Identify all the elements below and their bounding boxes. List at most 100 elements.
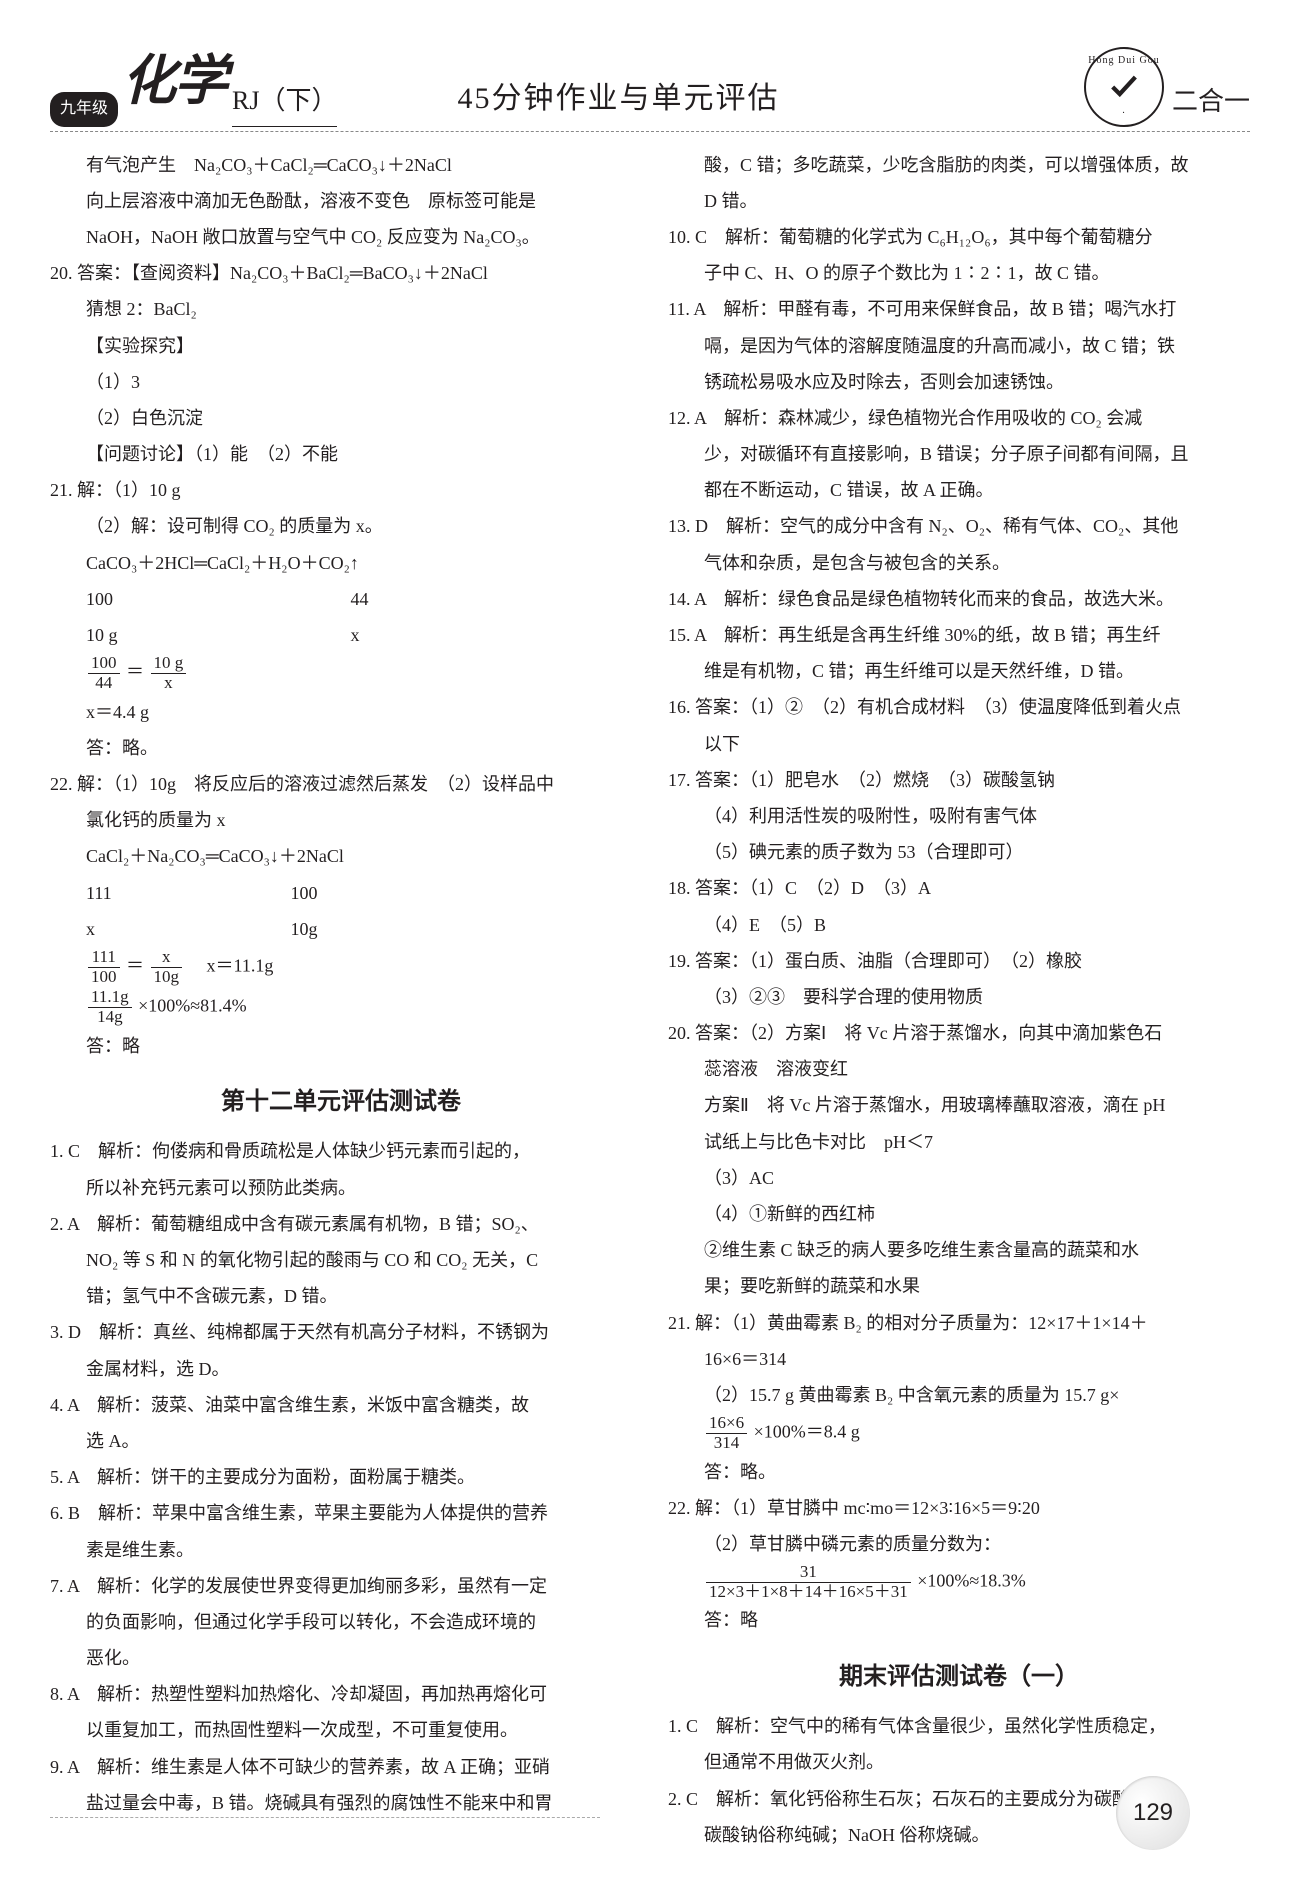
equation-row: 111 100: [50, 876, 632, 910]
text-line: 金属材料，选 D。: [50, 1352, 632, 1386]
footer-dotline: [50, 1817, 600, 1818]
text-line: 13. D 解析：空气的成分中含有 N₂、O₂、稀有气体、CO₂、其他: [668, 509, 1250, 543]
text-line: 的负面影响，但通过化学手段可以转化，不会造成环境的: [50, 1605, 632, 1639]
text-line: 12. A 解析：森林减少，绿色植物光合作用吸收的 CO₂ 会减: [668, 401, 1250, 435]
eq-left: 111: [86, 876, 286, 910]
eq-sign: ＝: [126, 955, 144, 975]
eq-post: x＝11.1g: [189, 955, 274, 975]
text-line: 7. A 解析：化学的发展使世界变得更加绚丽多彩，虽然有一定: [50, 1569, 632, 1603]
text-line: 19. 答案：（1）蛋白质、油脂（合理即可） （2）橡胶: [668, 944, 1250, 978]
text-line: （1）3: [50, 365, 632, 399]
text-line: 错；氢气中不含碳元素，D 错。: [50, 1279, 632, 1313]
text-line: 答：略。: [668, 1455, 1250, 1489]
text-line: x＝4.4 g: [50, 695, 632, 729]
text-line: 以重复加工，而热固性塑料一次成型，不可重复使用。: [50, 1713, 632, 1747]
fraction-line: 10044 ＝ 10 gx: [50, 654, 632, 692]
text-line: 1. C 解析：佝偻病和骨质疏松是人体缺少钙元素而引起的，: [50, 1134, 632, 1168]
text-line: 16×6＝314: [668, 1342, 1250, 1376]
text-line: 嗝，是因为气体的溶解度随温度的升高而减小，故 C 错；铁: [668, 329, 1250, 363]
eq-right: x: [351, 625, 360, 645]
fraction: 3112×3＋1×8＋14＋16×5＋31: [706, 1563, 911, 1601]
stamp-logo: Hong Dui Gou ·: [1084, 47, 1164, 127]
eq-post: ×100%≈81.4%: [138, 996, 247, 1016]
text-line: 维是有机物，C 错；再生纤维可以是天然纤维，D 错。: [668, 654, 1250, 688]
text-line: D 错。: [668, 184, 1250, 218]
text-line: 11. A 解析：甲醛有毒，不可用来保鲜食品，故 B 错；喝汽水打: [668, 292, 1250, 326]
fraction: x10g: [151, 948, 183, 986]
text-line: 猜想 2：BaCl₂: [50, 292, 632, 326]
text-line: 方案Ⅱ 将 Vc 片溶于蒸馏水，用玻璃棒蘸取溶液，滴在 pH: [668, 1088, 1250, 1122]
text-line: （2）草甘膦中磷元素的质量分数为：: [668, 1527, 1250, 1561]
equation-row: 10 g x: [50, 618, 632, 652]
text-line: 5. A 解析：饼干的主要成分为面粉，面粉属于糖类。: [50, 1460, 632, 1494]
text-line: （2）15.7 g 黄曲霉素 B₂ 中含氧元素的质量为 15.7 g×: [668, 1378, 1250, 1412]
text-line: 21. 解：（1）10 g: [50, 473, 632, 507]
fraction: 10 gx: [151, 654, 187, 692]
grade-badge: 九年级: [50, 92, 118, 126]
text-line: （2）白色沉淀: [50, 401, 632, 435]
fraction: 111100: [88, 948, 120, 986]
eq-right: 10g: [291, 919, 318, 939]
text-line: 锈疏松易吸水应及时除去，否则会加速锈蚀。: [668, 365, 1250, 399]
fraction: 16×6314: [706, 1414, 747, 1452]
text-line: 答：略。: [50, 731, 632, 765]
eq-post: ×100%≈18.3%: [917, 1570, 1026, 1590]
eq-post: ×100%＝8.4 g: [754, 1421, 860, 1441]
edition-label: RJ（下）: [232, 76, 337, 126]
text-line: NO₂ 等 S 和 N 的氧化物引起的酸雨与 CO 和 CO₂ 无关，C: [50, 1243, 632, 1277]
stamp-top-text: Hong Dui Gou: [1088, 51, 1159, 70]
book-title: 45分钟作业与单元评估: [457, 70, 779, 127]
text-line: 气体和杂质，是包含与被包含的关系。: [668, 546, 1250, 580]
text-line: 都在不断运动，C 错误，故 A 正确。: [668, 473, 1250, 507]
text-line: 蕊溶液 溶液变红: [668, 1052, 1250, 1086]
text-line: 9. A 解析：维生素是人体不可缺少的营养素，故 A 正确；亚硝: [50, 1750, 632, 1784]
page-number: 129: [1116, 1776, 1190, 1850]
text-line: 6. B 解析：苹果中富含维生素，苹果主要能为人体提供的营养: [50, 1496, 632, 1530]
stamp-bottom-text: ·: [1122, 104, 1126, 123]
text-line: （4）E （5）B: [668, 908, 1250, 942]
page-header: 九年级 化学 RJ（下） 45分钟作业与单元评估 Hong Dui Gou · …: [50, 30, 1250, 132]
eq-sign: ＝: [126, 662, 144, 682]
text-line: 14. A 解析：绿色食品是绿色植物转化而来的食品，故选大米。: [668, 582, 1250, 616]
text-line: 所以补充钙元素可以预防此类病。: [50, 1171, 632, 1205]
content-columns: 有气泡产生 Na₂CO₃＋CaCl₂═CaCO₃↓＋2NaCl 向上层溶液中滴加…: [50, 148, 1250, 1854]
text-line: 氯化钙的质量为 x: [50, 803, 632, 837]
text-line: （4）①新鲜的西红柿: [668, 1197, 1250, 1231]
section-title-final: 期末评估测试卷（一）: [668, 1654, 1250, 1700]
text-line: 果；要吃新鲜的蔬菜和水果: [668, 1269, 1250, 1303]
text-line: 8. A 解析：热塑性塑料加热熔化、冷却凝固，再加热再熔化可: [50, 1677, 632, 1711]
text-line: 盐过量会中毒，B 错。烧碱具有强烈的腐蚀性不能来中和胃: [50, 1786, 632, 1820]
text-line: NaOH，NaOH 敞口放置与空气中 CO₂ 反应变为 Na₂CO₃。: [50, 220, 632, 254]
left-column: 有气泡产生 Na₂CO₃＋CaCl₂═CaCO₃↓＋2NaCl 向上层溶液中滴加…: [50, 148, 632, 1854]
text-line: 答：略: [50, 1029, 632, 1063]
text-line: 20. 答案：【查阅资料】Na₂CO₃＋BaCl₂═BaCO₃↓＋2NaCl: [50, 256, 632, 290]
text-line: 素是维生素。: [50, 1533, 632, 1567]
text-line: 15. A 解析：再生纸是含再生纤维 30%的纸，故 B 错；再生纤: [668, 618, 1250, 652]
fraction-line: 111100 ＝ x10g x＝11.1g: [50, 948, 632, 986]
text-line: （4）利用活性炭的吸附性，吸附有害气体: [668, 799, 1250, 833]
text-line: 子中 C、H、O 的原子个数比为 1∶2∶1，故 C 错。: [668, 256, 1250, 290]
eq-right: 100: [291, 883, 318, 903]
text-line: 选 A。: [50, 1424, 632, 1458]
text-line: 3. D 解析：真丝、纯棉都属于天然有机高分子材料，不锈钢为: [50, 1315, 632, 1349]
text-line: 少，对碳循环有直接影响，B 错误；分子原子间都有间隔，且: [668, 437, 1250, 471]
text-line: （2）解：设可制得 CO₂ 的质量为 x。: [50, 509, 632, 543]
fraction-line: 16×6314 ×100%＝8.4 g: [668, 1414, 1250, 1452]
text-line: 22. 解：（1）10g 将反应后的溶液过滤然后蒸发 （2）设样品中: [50, 767, 632, 801]
section-title-12: 第十二单元评估测试卷: [50, 1079, 632, 1125]
checkmark-icon: [1107, 70, 1141, 104]
text-line: （5）碘元素的质子数为 53（合理即可）: [668, 835, 1250, 869]
combo-label: 二合一: [1172, 77, 1250, 126]
fraction-line: 3112×3＋1×8＋14＋16×5＋31 ×100%≈18.3%: [668, 1563, 1250, 1601]
text-line: 酸，C 错；多吃蔬菜，少吃含脂肪的肉类，可以增强体质，故: [668, 148, 1250, 182]
text-line: 试纸上与比色卡对比 pH＜7: [668, 1125, 1250, 1159]
text-line: 【问题讨论】（1）能 （2）不能: [50, 437, 632, 471]
text-line: 向上层溶液中滴加无色酚酞，溶液不变色 原标签可能是: [50, 184, 632, 218]
text-line: 16. 答案：（1）② （2）有机合成材料 （3）使温度降低到着火点: [668, 690, 1250, 724]
text-line: （3）AC: [668, 1161, 1250, 1195]
text-line: 以下: [668, 727, 1250, 761]
text-line: （3）②③ 要科学合理的使用物质: [668, 980, 1250, 1014]
fraction-line: 11.1g14g ×100%≈81.4%: [50, 988, 632, 1026]
text-line: 1. C 解析：空气中的稀有气体含量很少，虽然化学性质稳定，: [668, 1709, 1250, 1743]
text-line: ②维生素 C 缺乏的病人要多吃维生素含量高的蔬菜和水: [668, 1233, 1250, 1267]
